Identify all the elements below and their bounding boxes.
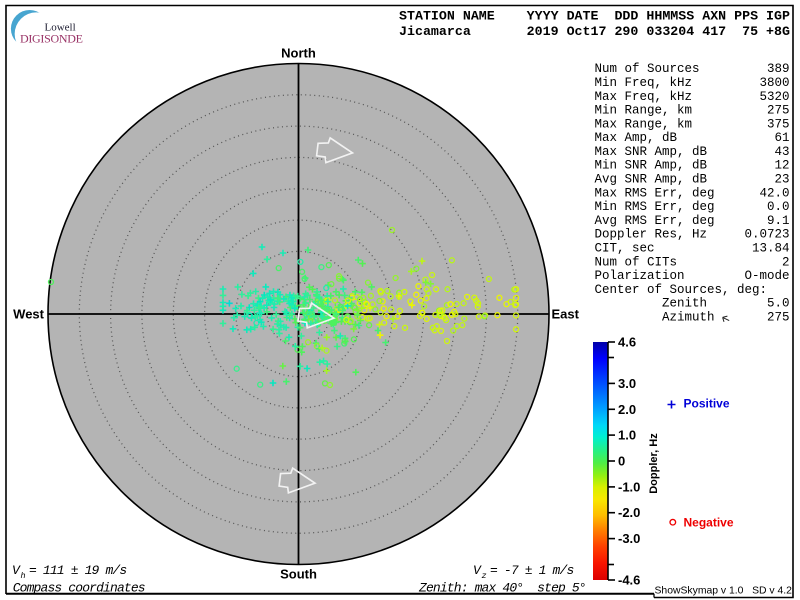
svg-text:Num of Sources 389: Num of Sources 389 — [595, 62, 790, 76]
svg-text:East: East — [552, 307, 580, 322]
svg-text:2.0: 2.0 — [618, 402, 636, 417]
svg-text:Negative: Negative — [684, 516, 734, 530]
svg-text:Positive: Positive — [684, 397, 730, 411]
svg-text:0: 0 — [618, 454, 625, 469]
svg-text:V: V — [473, 563, 482, 578]
svg-text:ShowSkymap v 1.0 SD v 4.2: ShowSkymap v 1.0 SD v 4.2 — [655, 586, 793, 597]
svg-text:North: North — [281, 46, 316, 61]
svg-text:South: South — [280, 567, 317, 582]
svg-text:Max Freq, kHz 5320: Max Freq, kHz 5320 — [595, 90, 790, 104]
svg-text:Min RMS Err, deg 0.0: Min RMS Err, deg 0.0 — [595, 200, 790, 214]
svg-text:= -7 ± 1 m/s: = -7 ± 1 m/s — [490, 563, 573, 578]
svg-text:Lowell: Lowell — [45, 22, 76, 34]
svg-text:Max SNR Amp, dB 43: Max SNR Amp, dB 43 — [595, 145, 790, 159]
svg-text:West: West — [13, 307, 44, 322]
svg-text:Jicamarca 2019 Oct17 290: Jicamarca 2019 Oct17 290 033204 417 75 +… — [399, 24, 790, 39]
svg-text:h: h — [21, 571, 26, 581]
svg-text:Min Range, km 275: Min Range, km 275 — [595, 104, 790, 118]
svg-text:Compass coordinates: Compass coordinates — [13, 581, 145, 596]
svg-text:CIT, sec 13.84: CIT, sec 13.84 — [595, 242, 790, 256]
svg-text:z: z — [482, 571, 487, 581]
svg-text:DIGISONDE: DIGISONDE — [20, 32, 83, 46]
svg-text:Max Amp, dB 61: Max Amp, dB 61 — [595, 131, 790, 145]
svg-text:1.0: 1.0 — [618, 428, 636, 443]
svg-text:Min SNR Amp, dB 12: Min SNR Amp, dB 12 — [595, 159, 790, 173]
svg-text:Azimuth 275: Azimuth 275 — [595, 310, 790, 324]
svg-text:-3.0: -3.0 — [618, 531, 640, 546]
svg-text:Avg SNR Amp, dB 23: Avg SNR Amp, dB 23 — [595, 173, 790, 187]
svg-text:Polarization O-mode: Polarization O-mode — [595, 269, 790, 283]
svg-text:Zenith: max 40° step 5°: Zenith: max 40° step 5° — [418, 581, 586, 596]
svg-text:= 111 ± 19 m/s: = 111 ± 19 m/s — [29, 563, 126, 578]
svg-text:-4.6: -4.6 — [618, 573, 640, 588]
svg-text:Min Freq, kHz 3800: Min Freq, kHz 3800 — [595, 76, 790, 90]
svg-text:-2.0: -2.0 — [618, 505, 640, 520]
svg-text:Doppler Res, Hz 0.0723: Doppler Res, Hz 0.0723 — [595, 228, 790, 242]
svg-text:Max RMS Err, deg 42.0: Max RMS Err, deg 42.0 — [595, 186, 790, 200]
svg-text:STATION NAME YYYY DATE DDD: STATION NAME YYYY DATE DDD HHMMSS AXN PP… — [399, 9, 790, 24]
svg-text:Avg RMS Err, deg 9.1: Avg RMS Err, deg 9.1 — [595, 214, 790, 228]
svg-text:Doppler, Hz: Doppler, Hz — [648, 433, 660, 494]
svg-text:Num of CITs 2: Num of CITs 2 — [595, 255, 790, 269]
svg-text:Zenith 5.0: Zenith 5.0 — [595, 297, 790, 311]
svg-text:4.6: 4.6 — [618, 335, 636, 350]
svg-text:V: V — [12, 563, 21, 578]
svg-text:Center of Sources, deg:: Center of Sources, deg: — [595, 283, 768, 297]
svg-text:Max Range, km 375: Max Range, km 375 — [595, 117, 790, 131]
svg-text:3.0: 3.0 — [618, 376, 636, 391]
svg-text:-1.0: -1.0 — [618, 479, 640, 494]
